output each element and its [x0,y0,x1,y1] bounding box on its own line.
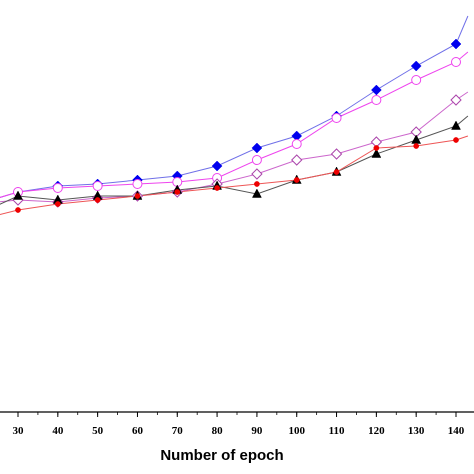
x-tick-label: 120 [368,425,385,437]
data-point-series-1 [92,181,103,191]
data-point-series-1 [411,75,422,85]
data-point-series-3 [451,120,461,130]
x-tick-label: 60 [132,425,144,437]
data-point-series-1 [291,139,302,149]
data-point-series-0 [211,160,223,172]
series-line-0 [0,15,469,198]
x-tick-label: 70 [172,425,184,437]
series-line-2 [0,91,469,203]
data-point-series-2 [291,154,303,166]
x-axis-title: Number of epoch [160,447,283,464]
x-tick-label: 110 [329,425,345,437]
x-tick-label: 100 [288,425,305,437]
data-point-series-3 [251,188,262,198]
data-point-series-4 [94,197,101,203]
data-point-series-0 [410,60,422,72]
series-lines [0,15,469,216]
data-point-series-1 [451,57,461,67]
data-point-series-4 [214,185,220,191]
data-point-series-3 [13,190,23,200]
data-point-series-4 [134,193,141,199]
series-markers [12,38,462,213]
x-tick-label: 80 [212,425,224,437]
data-point-series-2 [450,94,462,106]
x-tick-label: 50 [92,425,104,437]
data-point-series-2 [251,168,263,180]
series-line-1 [0,51,469,198]
x-tick-label: 130 [408,425,425,437]
series-line-3 [0,115,469,205]
x-axis-ticks: 30 40 50 60 70 80 90 100 110 120 130 140 [13,412,465,437]
data-point-series-1 [371,95,382,105]
data-point-series-4 [453,137,459,143]
data-point-series-1 [251,155,262,165]
data-point-series-1 [52,183,63,193]
data-point-series-4 [174,189,181,195]
data-point-series-4 [413,143,420,149]
data-point-series-4 [373,145,380,151]
data-point-series-4 [54,201,61,207]
data-point-series-3 [371,148,382,158]
data-point-series-0 [371,84,382,96]
data-point-series-4 [333,169,340,175]
series-line-4 [0,135,469,216]
data-point-series-4 [293,177,300,183]
x-tick-label: 40 [52,425,64,437]
data-point-series-2 [330,148,343,160]
data-point-series-4 [15,207,21,213]
data-point-series-4 [254,181,260,187]
data-point-series-1 [331,113,342,123]
x-tick-label: 30 [13,425,25,437]
x-tick-label: 140 [448,425,465,437]
x-tick-label: 90 [251,425,263,437]
data-point-series-1 [132,179,143,189]
data-point-series-0 [251,142,263,154]
data-point-series-0 [450,38,462,50]
